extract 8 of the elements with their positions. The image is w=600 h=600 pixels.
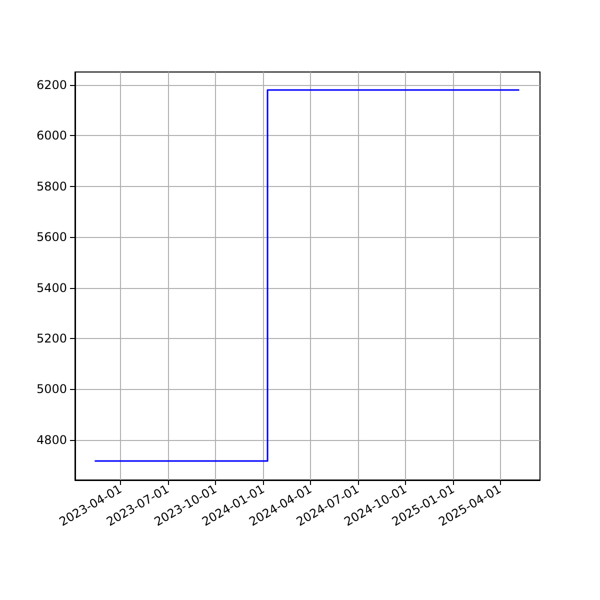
y-tick-label: 5400 [36,280,67,295]
y-tick-label: 5800 [36,179,67,194]
y-tick-label: 5600 [36,230,67,244]
y-tick-label: 6200 [36,78,67,92]
y-tick-label: 5200 [36,332,67,346]
y-tick-label: 5000 [36,382,67,396]
y-tick-label: 4800 [36,432,67,447]
y-tick-label: 6000 [36,128,67,143]
